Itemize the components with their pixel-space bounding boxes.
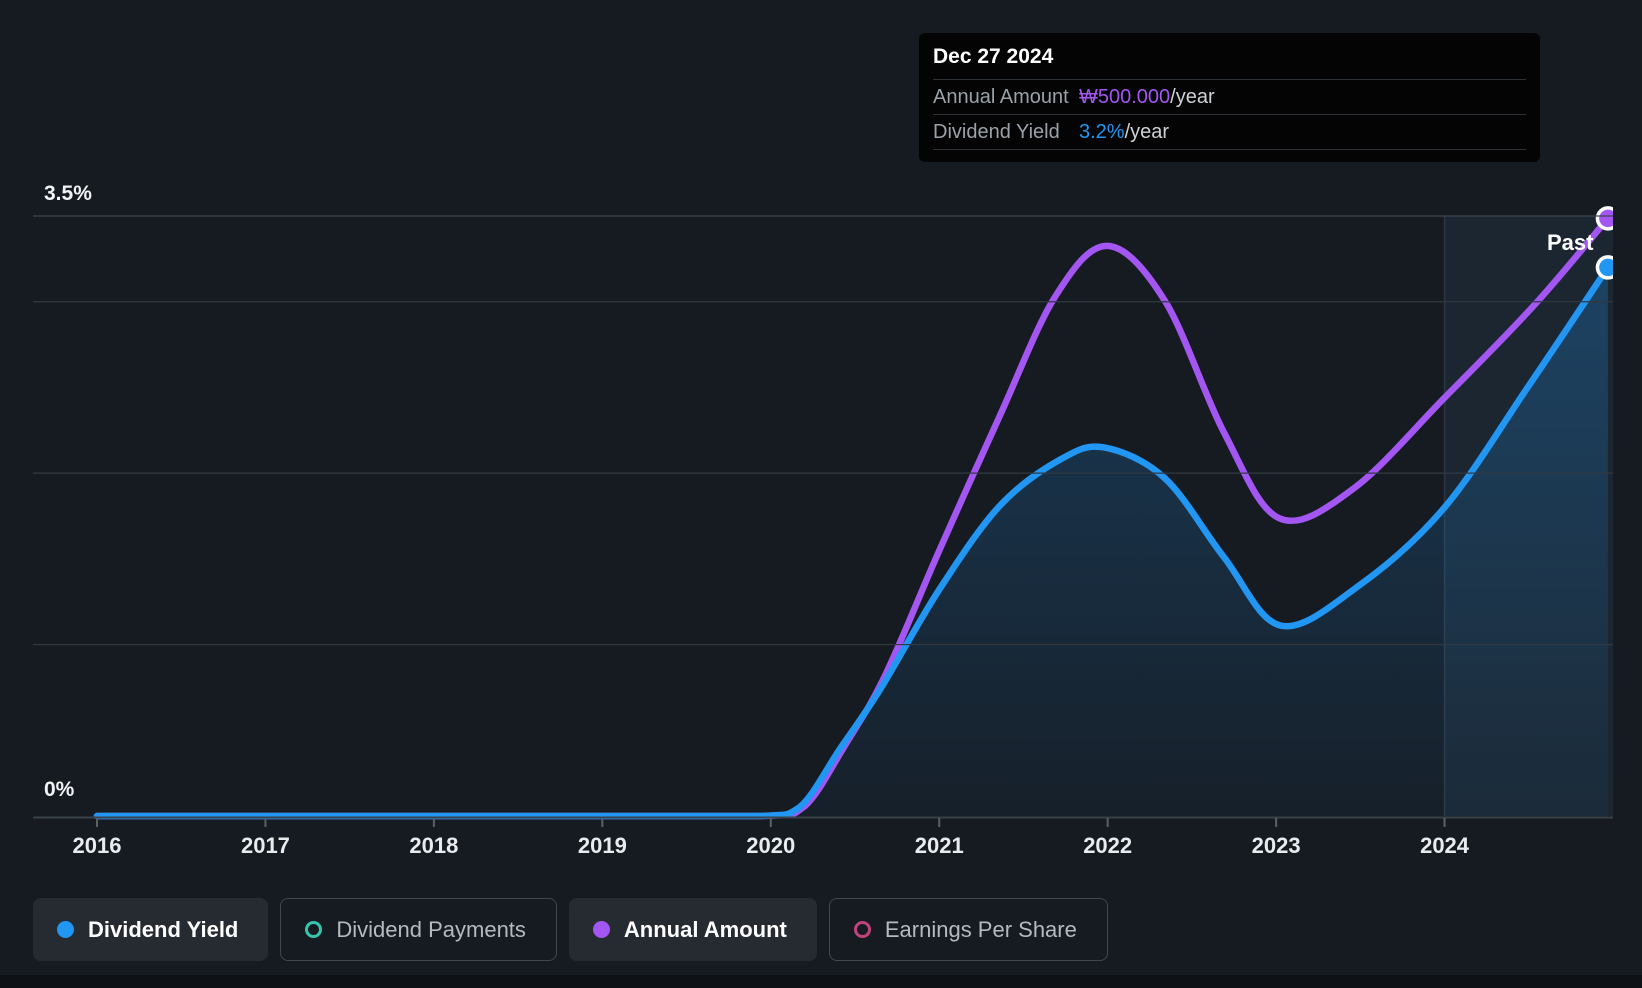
tooltip-date: Dec 27 2024 bbox=[933, 45, 1054, 68]
annual-amount-marker-icon bbox=[592, 921, 610, 938]
x-tick-label-2020: 2020 bbox=[746, 833, 795, 858]
past-region-label: Past bbox=[1547, 230, 1594, 255]
dividend-yield-marker-icon bbox=[57, 921, 74, 938]
x-tick-label-2023: 2023 bbox=[1252, 833, 1301, 858]
tooltip-row-value: ₩500.000 bbox=[1079, 85, 1171, 108]
x-tick-label-2024: 2024 bbox=[1420, 833, 1470, 858]
legend-button-dividend-payments[interactable]: Dividend Payments bbox=[280, 898, 557, 961]
x-tick-label-2022: 2022 bbox=[1083, 833, 1132, 858]
earnings-per-share-marker-icon bbox=[853, 921, 871, 938]
legend-label: Dividend Yield bbox=[88, 916, 239, 942]
series-end-marker-annual-amount bbox=[1595, 206, 1613, 231]
x-tick-label-2019: 2019 bbox=[578, 833, 627, 858]
bottom-strip bbox=[0, 975, 1642, 988]
legend-button-dividend-yield[interactable]: Dividend Yield bbox=[33, 898, 269, 961]
tooltip-row-label: Dividend Yield bbox=[933, 120, 1060, 143]
series-end-marker-dividend-yield bbox=[1595, 255, 1613, 280]
legend-button-annual-amount[interactable]: Annual Amount bbox=[568, 898, 817, 961]
tooltip-rows: Annual Amount ₩500.000/year Dividend Yield… bbox=[933, 79, 1526, 150]
tooltip-row-dividend-yield: Dividend Yield 3.2%/year bbox=[933, 114, 1526, 150]
y-axis-top-label: 3.5% bbox=[44, 182, 92, 205]
dividend-payments-marker-icon bbox=[305, 921, 323, 938]
tooltip-row-suffix: /year bbox=[1124, 120, 1170, 143]
area-fill-dividend-yield bbox=[97, 267, 1608, 816]
tooltip-row-label: Annual Amount bbox=[933, 85, 1069, 108]
plot-area bbox=[93, 206, 1613, 820]
x-tick-label-2021: 2021 bbox=[915, 833, 964, 858]
x-tick-label-2017: 2017 bbox=[241, 833, 290, 858]
tooltip-row-value: 3.2% bbox=[1079, 120, 1125, 143]
x-tick-label-2016: 2016 bbox=[73, 833, 122, 858]
tooltip-row-suffix: /year bbox=[1170, 85, 1215, 108]
legend-label: Dividend Payments bbox=[336, 916, 526, 942]
y-axis-zero-label: 0% bbox=[44, 778, 75, 801]
series-line-dividend-yield bbox=[93, 264, 1612, 820]
legend-label: Earnings Per Share bbox=[884, 916, 1077, 942]
chart-legend: Dividend Yield Dividend Payments Annual Am… bbox=[33, 898, 1108, 961]
legend-label: Annual Amount bbox=[623, 916, 787, 942]
legend-button-earnings-per-share[interactable]: Earnings Per Share bbox=[828, 898, 1108, 961]
tooltip-row-annual-amount: Annual Amount ₩500.000/year bbox=[933, 79, 1526, 114]
chart-tooltip: Dec 27 2024 Annual Amount ₩500.000/year Di… bbox=[919, 33, 1540, 162]
x-tick-label-2018: 2018 bbox=[409, 833, 458, 858]
